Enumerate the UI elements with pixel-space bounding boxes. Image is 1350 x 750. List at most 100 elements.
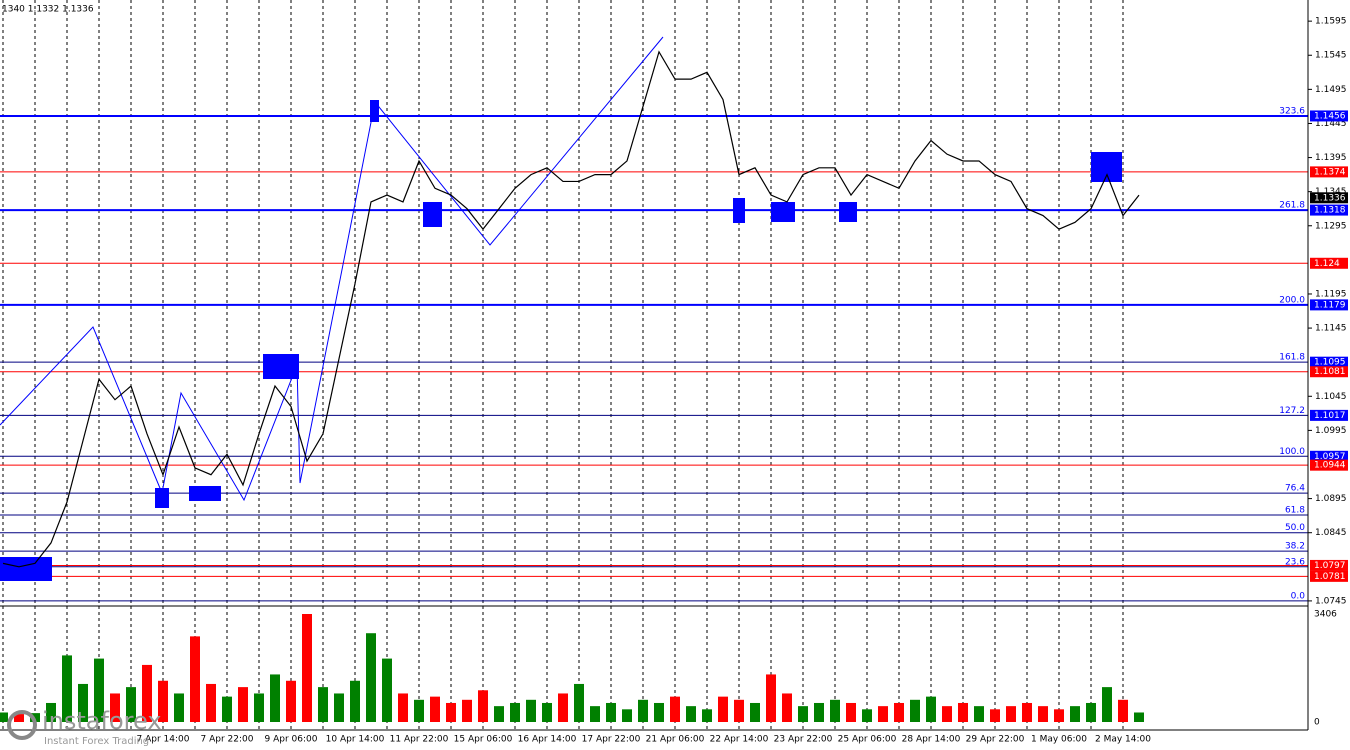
volume-bar	[462, 699, 472, 722]
volume-bar	[590, 706, 600, 722]
volume-bar	[478, 690, 488, 722]
volume-bar	[1022, 702, 1032, 722]
logo-tagline: Instant Forex Trading	[44, 736, 149, 747]
zigzag	[0, 36, 664, 502]
volume-bar	[286, 680, 296, 722]
volume-bar	[542, 702, 552, 722]
marker-box	[189, 486, 221, 501]
zigzag-line	[0, 36, 664, 502]
x-tick-label: 2 May 14:00	[1095, 735, 1151, 745]
last-price-box	[1310, 192, 1348, 204]
volume-bar	[366, 633, 376, 722]
x-tick-label: 17 Apr 22:00	[582, 735, 641, 745]
volume-bar	[606, 702, 616, 722]
price-tag-box	[1310, 366, 1348, 378]
volume-bar	[654, 702, 664, 722]
price-tag-box	[1310, 110, 1348, 122]
volume-bar	[766, 674, 776, 722]
x-tick-label: 1 May 06:00	[1031, 735, 1087, 745]
price-tag-label: 1.1318	[1314, 206, 1346, 216]
y-tick-label: 1.1495	[1315, 85, 1347, 95]
fib-label: 323.6	[1279, 106, 1305, 116]
volume-bar	[702, 709, 712, 722]
fib-label: 38.2	[1285, 542, 1305, 552]
y-tick-label: 1.1395	[1315, 153, 1347, 163]
volume-bar	[734, 699, 744, 722]
volume-bar	[862, 709, 872, 722]
x-tick-label: 7 Apr 14:00	[137, 735, 190, 745]
volume-bar	[510, 702, 520, 722]
x-tick-label: 11 Apr 22:00	[390, 735, 449, 745]
volume-bar	[798, 706, 808, 722]
volume-bar	[158, 680, 168, 722]
price-tag-box	[1310, 450, 1348, 462]
x-tick-label: 21 Apr 06:00	[646, 735, 705, 745]
x-tick-label: 23 Apr 22:00	[774, 735, 833, 745]
volume-bar	[446, 702, 456, 722]
volume-bar	[78, 683, 88, 722]
volume-bar	[94, 658, 104, 722]
price-tag-label: 1.0797	[1314, 561, 1346, 571]
logo-icon	[7, 710, 37, 740]
price-tag: 1.124	[1310, 257, 1348, 269]
price-tag: 1.0957	[1310, 450, 1348, 462]
volume-bar	[1006, 706, 1016, 722]
fib-label: 261.8	[1279, 201, 1305, 211]
volume-bar	[1118, 699, 1128, 722]
y-tick-label: 1.0845	[1315, 528, 1347, 538]
volume-bar	[686, 706, 696, 722]
volume-bar	[878, 706, 888, 722]
volume-bar	[894, 702, 904, 722]
volume-bar	[910, 699, 920, 722]
y-tick-label: 1.1195	[1315, 289, 1347, 299]
fib-label: 61.8	[1285, 505, 1305, 515]
volume-bar	[638, 699, 648, 722]
price-line	[2, 50, 1140, 568]
price-tag-box	[1310, 409, 1348, 421]
price-tag-label: 1.0957	[1314, 452, 1346, 462]
price-tag-box	[1310, 559, 1348, 571]
volume-bar	[398, 693, 408, 722]
volume-bar	[206, 683, 216, 722]
volume-bar	[62, 655, 72, 722]
x-tick-label: 29 Apr 22:00	[966, 735, 1025, 745]
price-tag: 1.1081	[1310, 366, 1348, 378]
fib-label: 0.0	[1291, 591, 1306, 601]
price-tag-label: 1.1095	[1314, 358, 1346, 368]
marker-box	[771, 202, 795, 222]
volume-bar	[14, 714, 24, 722]
volume-bar	[1054, 709, 1064, 722]
price-tag-label: 1.1179	[1314, 300, 1346, 310]
x-tick-label: 16 Apr 14:00	[518, 735, 577, 745]
volume-bar	[0, 712, 8, 722]
volume-bar	[558, 693, 568, 722]
volume-bar	[254, 693, 264, 722]
price-tag-box	[1310, 356, 1348, 368]
fib-label: 50.0	[1285, 523, 1305, 533]
price	[2, 50, 1140, 568]
price-tag-label: 1.1081	[1314, 367, 1346, 377]
price-tag-box	[1310, 570, 1348, 582]
price-tag-box	[1310, 204, 1348, 216]
volume-bar	[990, 709, 1000, 722]
header: 1340 1.1332 1.1336	[2, 5, 94, 15]
price-tag: 1.1179	[1310, 299, 1348, 311]
fib-label: 127.2	[1279, 406, 1305, 416]
grid	[2, 0, 1124, 730]
price-tag: 1.1374	[1310, 166, 1348, 178]
volume-bar	[622, 709, 632, 722]
price-tag-box	[1310, 459, 1348, 471]
marker-box	[1091, 152, 1122, 182]
volume-bar	[814, 702, 824, 722]
volume-bar	[750, 702, 760, 722]
marker-box	[370, 100, 379, 122]
logo-text: instaforex	[42, 707, 162, 735]
fib-label: 161.8	[1279, 353, 1305, 363]
x-tick-label: 7 Apr 22:00	[201, 735, 254, 745]
fib-label: 100.0	[1279, 447, 1305, 457]
x-tick-label: 22 Apr 14:00	[710, 735, 769, 745]
volume-bar	[174, 693, 184, 722]
volume-bar	[350, 680, 360, 722]
marker-box	[263, 354, 299, 379]
volume-bar	[238, 687, 248, 722]
